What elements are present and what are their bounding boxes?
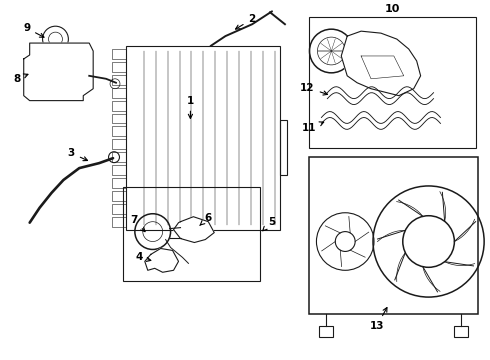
Text: 6: 6 xyxy=(200,213,212,225)
Text: 11: 11 xyxy=(302,122,324,134)
Text: 3: 3 xyxy=(68,148,88,161)
Bar xyxy=(112,49,126,59)
Bar xyxy=(112,88,126,98)
Polygon shape xyxy=(341,31,420,96)
Text: 10: 10 xyxy=(385,4,400,14)
Bar xyxy=(319,326,333,337)
Polygon shape xyxy=(173,217,214,243)
Bar xyxy=(310,17,476,148)
Text: 13: 13 xyxy=(370,307,387,331)
Text: 9: 9 xyxy=(23,23,44,37)
Bar xyxy=(112,217,126,227)
Text: 1: 1 xyxy=(187,96,194,118)
Text: 5: 5 xyxy=(263,217,275,231)
Bar xyxy=(112,178,126,188)
Bar xyxy=(112,165,126,175)
Bar xyxy=(112,204,126,214)
Bar xyxy=(112,126,126,136)
Text: 7: 7 xyxy=(130,215,145,231)
Bar xyxy=(112,75,126,85)
Text: 12: 12 xyxy=(300,83,327,95)
Bar xyxy=(112,191,126,201)
Bar xyxy=(112,152,126,162)
Bar xyxy=(112,113,126,123)
Bar xyxy=(280,121,287,175)
Bar xyxy=(112,62,126,72)
Bar xyxy=(112,100,126,111)
Bar xyxy=(310,157,478,314)
Bar xyxy=(126,46,280,230)
Text: 4: 4 xyxy=(135,252,151,262)
Bar xyxy=(38,50,74,94)
Polygon shape xyxy=(24,43,93,100)
Bar xyxy=(454,326,468,337)
Bar xyxy=(112,139,126,149)
Text: 8: 8 xyxy=(13,74,28,84)
Text: 2: 2 xyxy=(236,14,256,29)
Polygon shape xyxy=(145,248,178,272)
Bar xyxy=(123,187,260,281)
